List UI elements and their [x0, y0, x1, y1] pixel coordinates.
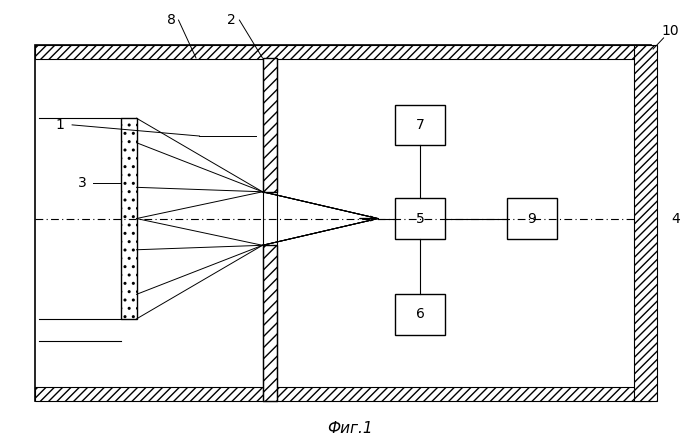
- Bar: [262, 245, 276, 401]
- Text: Фиг.1: Фиг.1: [327, 421, 373, 436]
- Text: 5: 5: [416, 211, 424, 226]
- Bar: [507, 198, 557, 239]
- Text: 2: 2: [227, 13, 235, 27]
- Text: 7: 7: [416, 118, 424, 132]
- Bar: [395, 294, 445, 334]
- Bar: [35, 45, 651, 59]
- Text: 6: 6: [416, 307, 424, 322]
- Text: 10: 10: [662, 24, 680, 38]
- Bar: [634, 45, 657, 401]
- Text: 4: 4: [671, 211, 680, 226]
- Text: 3: 3: [78, 176, 87, 190]
- Text: 8: 8: [167, 13, 176, 27]
- Bar: [35, 45, 651, 401]
- Bar: [35, 387, 651, 401]
- Bar: [395, 105, 445, 145]
- Bar: [262, 58, 276, 192]
- Bar: [395, 198, 445, 239]
- Text: 1: 1: [55, 118, 64, 132]
- Text: 9: 9: [528, 211, 536, 226]
- Bar: [121, 118, 136, 319]
